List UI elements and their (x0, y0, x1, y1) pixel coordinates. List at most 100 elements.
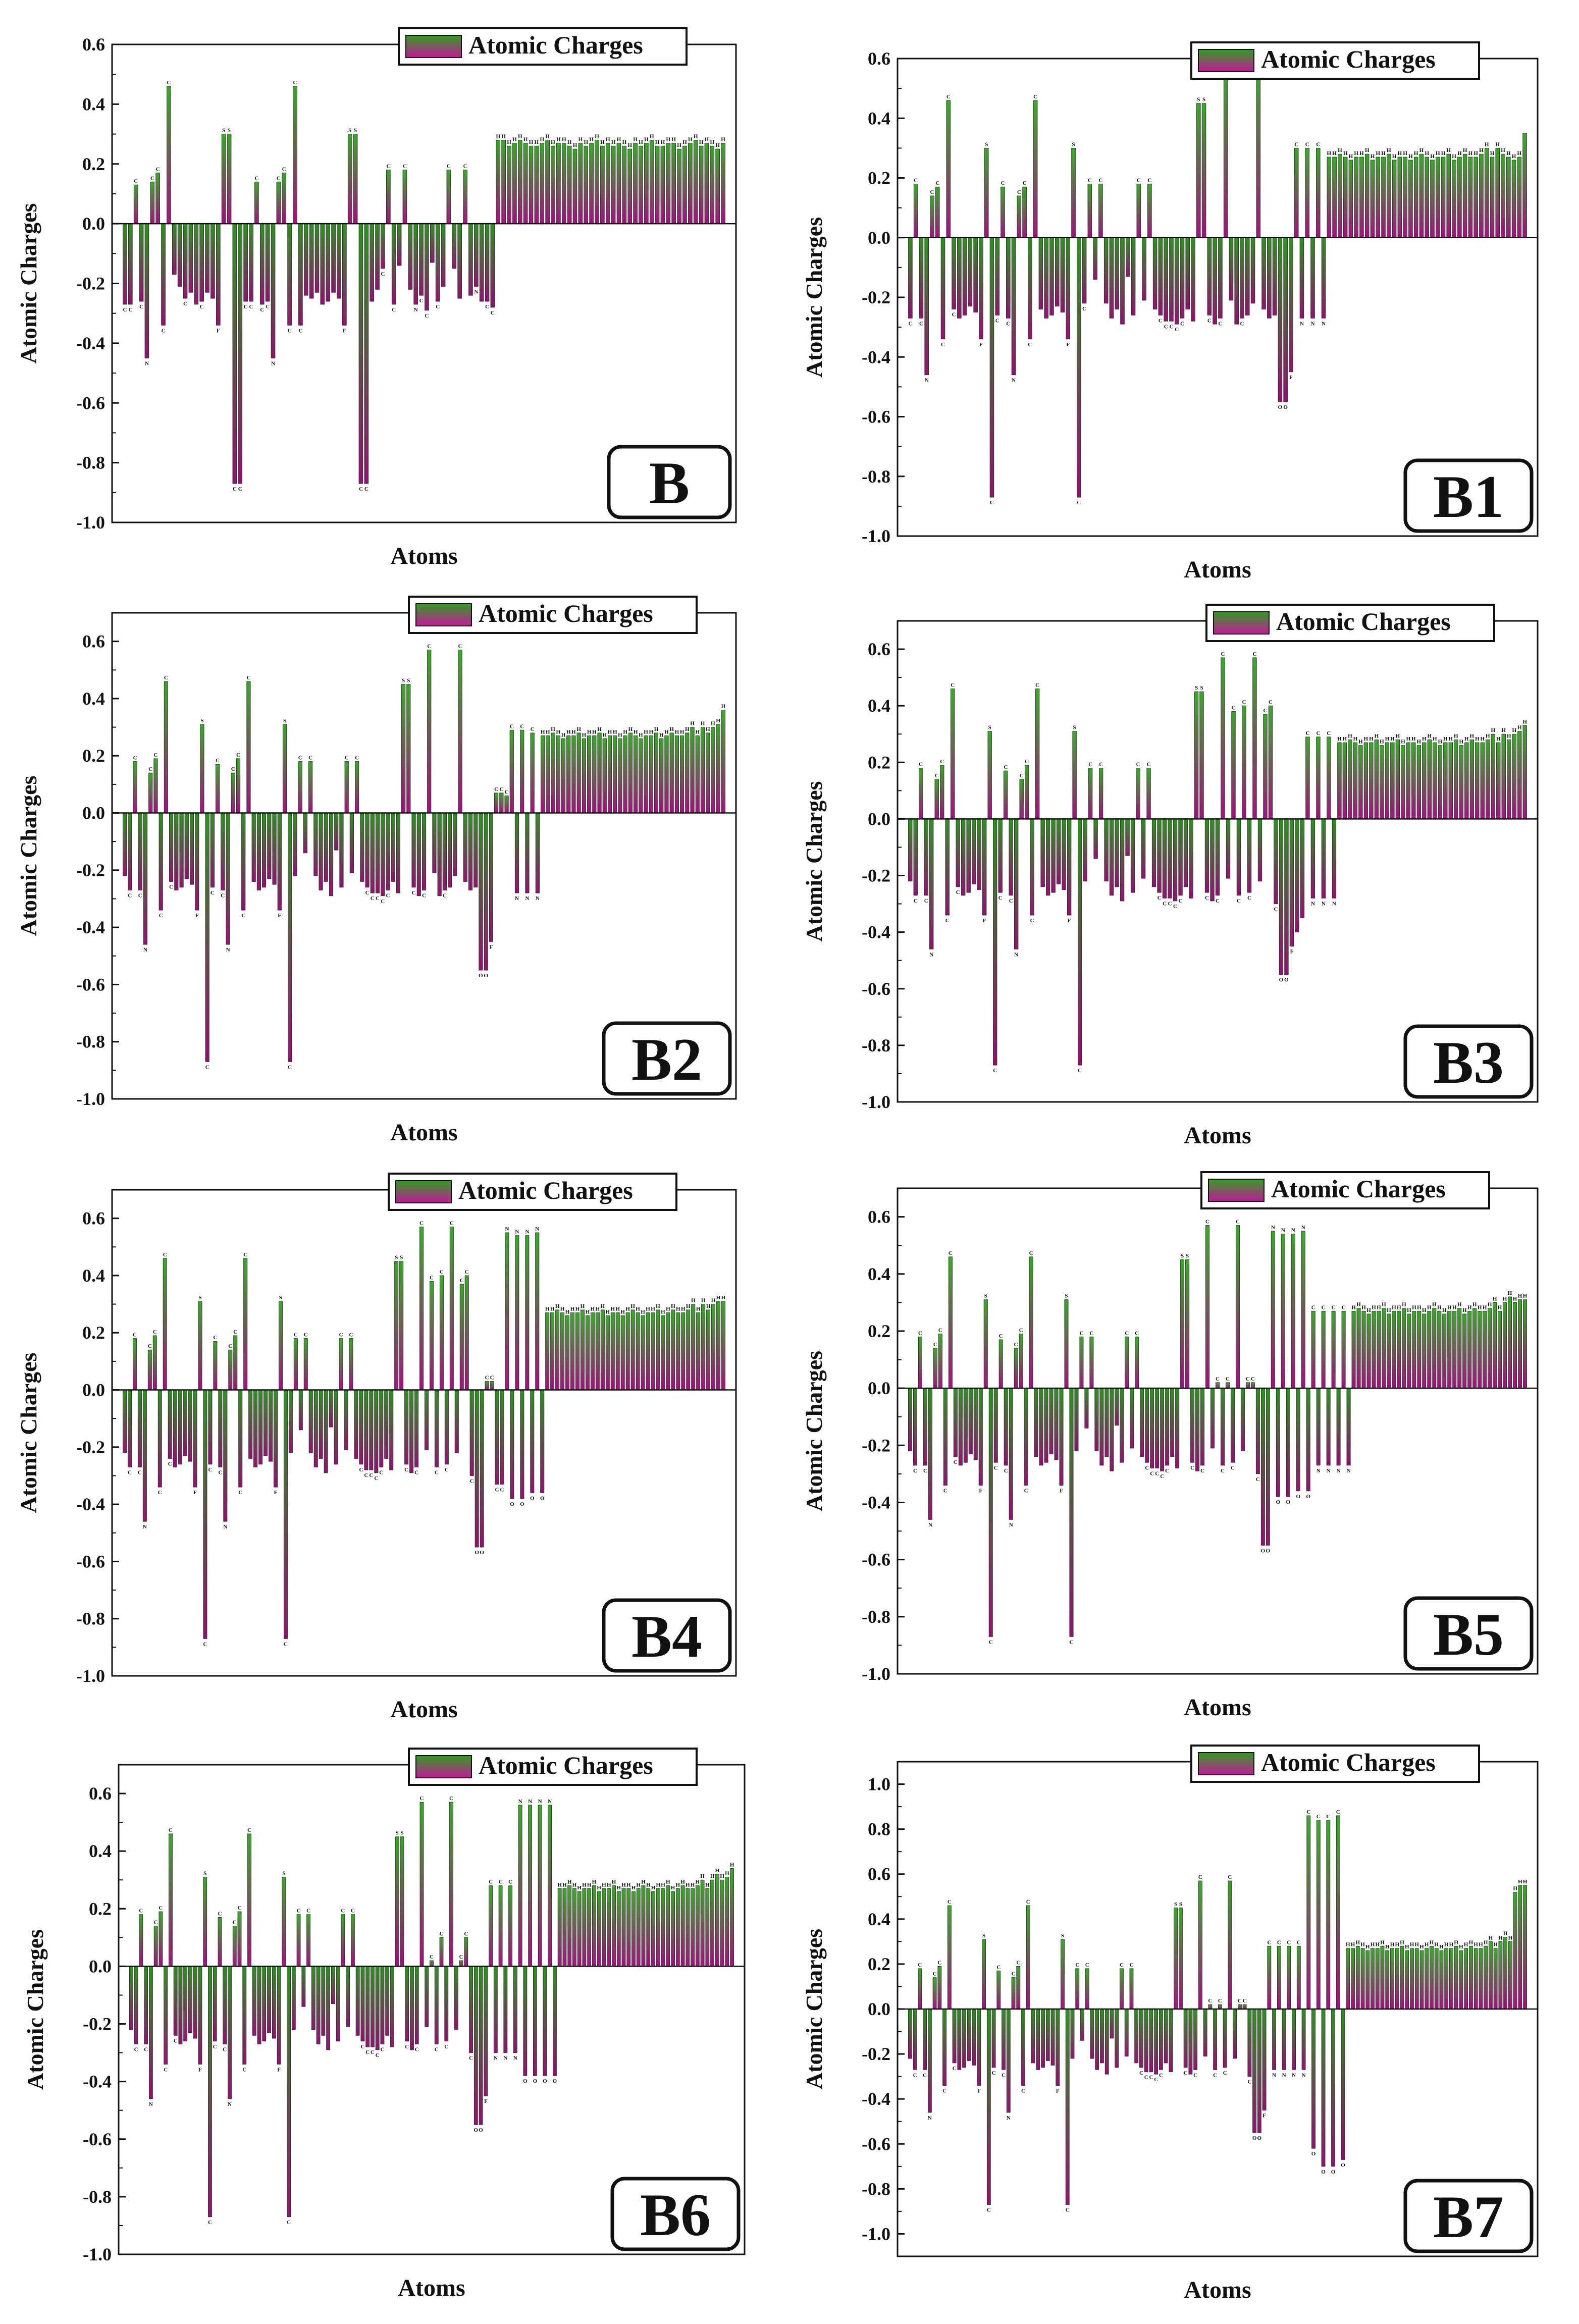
bar-atom-label: C (935, 180, 939, 186)
bar (1490, 156, 1495, 238)
y-tick-label: 0.0 (82, 803, 105, 823)
bar-atom-label: C (162, 328, 166, 334)
legend-swatch (405, 35, 462, 58)
bar-atom-label: H (715, 142, 720, 148)
bar (489, 1885, 493, 1967)
bar (1472, 1308, 1477, 1389)
bar (1183, 2009, 1188, 2068)
bar (932, 1977, 937, 2010)
bar-atom-label: C (1322, 1304, 1326, 1310)
bar (706, 1309, 711, 1390)
bar-atom-label: H (605, 1309, 610, 1315)
bar-atom-label: C (1014, 1342, 1018, 1348)
y-axis-label: Atomic Charges (22, 1929, 48, 2090)
bar (1380, 745, 1384, 819)
bar-atom-label: H (631, 1885, 636, 1891)
bar (1283, 237, 1288, 402)
bar (159, 813, 163, 911)
bar (416, 813, 421, 896)
bar (364, 1390, 369, 1470)
bar-atom-label: H (545, 1306, 550, 1312)
bar (1326, 1820, 1331, 2010)
bar-atom-label: C (287, 2220, 291, 2226)
bar-atom-label: H (1348, 733, 1352, 739)
bar (1439, 1950, 1444, 2010)
bar (301, 1966, 306, 2007)
y-tick-label: -0.8 (862, 466, 890, 487)
bar-atom-label: C (158, 1490, 162, 1496)
bar (1069, 1388, 1074, 1637)
bar (1425, 1948, 1429, 2010)
bar-atom-label: O (1321, 2169, 1326, 2175)
bar (1006, 2009, 1011, 2113)
bar-atom-label: C (1252, 651, 1256, 657)
bar-atom-label: O (1257, 2135, 1262, 2141)
bar-atom-label: H (556, 729, 560, 735)
bar (631, 1891, 636, 1967)
bar-atom-label: C (1218, 321, 1222, 327)
bar (572, 1888, 576, 1967)
bar (646, 1888, 651, 1967)
bar-atom-label: C (956, 889, 960, 895)
bar-atom-label: C (1075, 1962, 1079, 1968)
bar (556, 142, 561, 224)
bar (1452, 160, 1456, 238)
bar-atom-label: N (1272, 2072, 1276, 2078)
y-tick-label: -0.2 (76, 1437, 105, 1457)
bar-atom-label: H (1464, 1942, 1468, 1948)
bar (1228, 1880, 1232, 2010)
bar (1014, 819, 1019, 949)
y-tick-label: 0.4 (868, 108, 890, 128)
bar (1427, 740, 1432, 819)
bar-atom-label: N (518, 1799, 522, 1805)
bar (413, 223, 418, 305)
bar (1038, 237, 1043, 310)
bar (1483, 1310, 1487, 1389)
bar (1110, 2009, 1114, 2039)
bar (956, 819, 960, 887)
bar (987, 731, 992, 819)
bar (1120, 1388, 1124, 1463)
bar (1260, 1388, 1265, 1546)
bar (1142, 237, 1146, 301)
bar (123, 813, 127, 876)
bar (397, 223, 402, 266)
bar-atom-label: H (1432, 1302, 1437, 1308)
bar (1149, 2009, 1153, 2073)
bar (326, 1966, 331, 2050)
bar-atom-label: H (576, 726, 581, 732)
bar-atom-label: H (1507, 733, 1511, 739)
bar-atom-label: H (1405, 1944, 1409, 1950)
bar (576, 732, 581, 813)
bar (272, 813, 277, 885)
bar-atom-label: H (680, 729, 685, 735)
bar-atom-label: H (666, 1879, 670, 1885)
bar-atom-label: C (443, 892, 447, 899)
bar-atom-label: H (1457, 1302, 1462, 1308)
legend-label: Atomic Charges (1276, 607, 1451, 636)
bar (1390, 1948, 1394, 2010)
y-tick-label: -0.2 (83, 2014, 112, 2034)
bar-atom-label: H (1449, 736, 1453, 742)
bar (935, 186, 940, 238)
legend-label: Atomic Charges (479, 1751, 653, 1779)
bar-atom-label: C (1035, 682, 1039, 689)
bar-atom-label: H (651, 1306, 655, 1312)
bar-atom-label: H (646, 1882, 651, 1888)
bar-atom-label: H (615, 1306, 620, 1312)
bar (1075, 1968, 1080, 2010)
bar (172, 223, 177, 275)
bar-atom-label: C (490, 1375, 494, 1381)
bar (515, 1235, 519, 1390)
bar (153, 758, 158, 813)
bar (1109, 819, 1114, 896)
bar (1506, 156, 1511, 238)
bar (1341, 1310, 1346, 1389)
bar-atom-label: H (681, 1306, 686, 1312)
bar (1295, 819, 1299, 933)
bar-atom-label: C (531, 726, 535, 732)
bar (700, 727, 705, 813)
bar-atom-label: C (133, 755, 137, 761)
bar (1360, 1948, 1365, 2010)
